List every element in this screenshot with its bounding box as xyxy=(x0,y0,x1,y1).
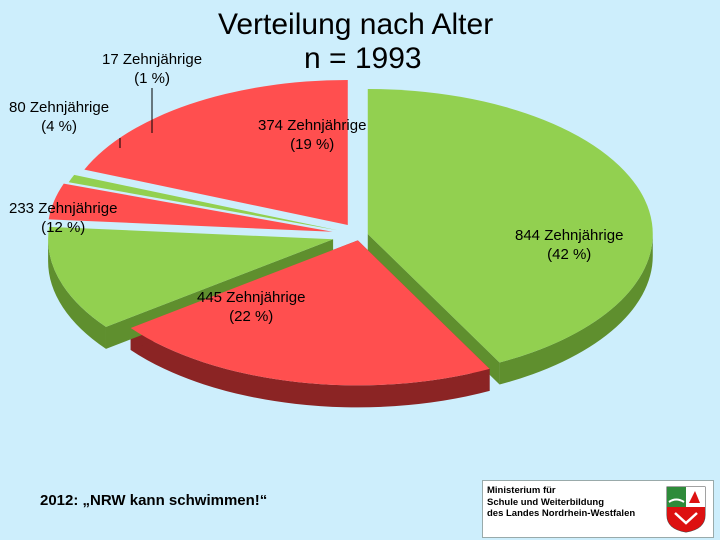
slice-label-80-count: 80 Zehnjährige xyxy=(9,99,110,116)
slice-label-445-count: 445 Zehnjährige xyxy=(197,289,306,306)
pie-slice-233 xyxy=(48,226,334,327)
slice-label-844: 844 Zehnjährige (42 %) xyxy=(515,226,623,264)
slice-label-374-count: 374 Zehnjährige xyxy=(258,117,367,134)
pie-slice-445 xyxy=(130,240,490,386)
slice-label-233-count: 233 Zehnjährige xyxy=(9,200,118,217)
pie-slice-side xyxy=(130,327,490,408)
footer-note: 2012: „NRW kann schwimmen!“ xyxy=(40,492,268,509)
ministry-logo-text: Ministerium für Schule und Weiterbildung… xyxy=(487,485,636,519)
chart-subtitle: n = 1993 xyxy=(304,42,422,75)
nrw-coat-of-arms-icon xyxy=(666,486,706,533)
slice-label-233: 233 Zehnjährige (12 %) xyxy=(9,199,117,237)
pie-slice-17 xyxy=(68,174,338,231)
label-leader-lines xyxy=(119,88,153,148)
slice-label-80-percent: (4 %) xyxy=(41,118,77,135)
pie-slice-80 xyxy=(48,183,333,232)
pie-tops xyxy=(48,79,653,386)
slice-label-445-percent: (22 %) xyxy=(229,308,274,325)
chart-title: Verteilung nach Alter xyxy=(218,8,494,41)
slice-label-233-percent: (12 %) xyxy=(41,219,86,236)
pie-slice-844 xyxy=(367,88,653,363)
slice-label-445: 445 Zehnjährige (22 %) xyxy=(197,288,305,326)
pie-slice-side xyxy=(499,233,653,385)
ministry-logo: Ministerium für Schule und Weiterbildung… xyxy=(482,480,714,538)
slice-label-844-count: 844 Zehnjährige xyxy=(515,227,624,244)
slice-label-17-percent: (1 %) xyxy=(134,70,170,87)
slice-label-80: 80 Zehnjährige (4 %) xyxy=(9,98,109,136)
slice-label-374: 374 Zehnjährige (19 %) xyxy=(258,116,366,154)
slice-label-844-percent: (42 %) xyxy=(547,246,592,263)
slice-label-17: 17 Zehnjährige (1 %) xyxy=(102,50,202,88)
slice-label-374-percent: (19 %) xyxy=(290,136,335,153)
pie-slice-374 xyxy=(84,79,348,225)
slice-label-17-count: 17 Zehnjährige xyxy=(102,51,203,68)
pie-slice-side xyxy=(48,239,106,349)
